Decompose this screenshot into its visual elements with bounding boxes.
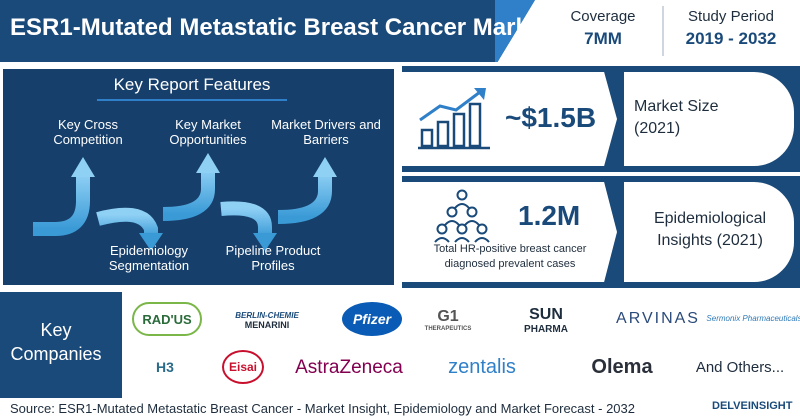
astrazeneca-logo: AstraZeneca	[295, 357, 403, 378]
feature-pipeline-product-profiles: Pipeline Product Profiles	[225, 243, 321, 273]
zentalis-logo: zentalis	[448, 355, 516, 378]
h3-biomedicine-logo: H3	[156, 359, 174, 375]
key-companies-section: Key Companies RAD'US BERLIN-CHEMIE MENAR…	[0, 292, 800, 398]
menarini-text: MENARINI	[244, 319, 290, 330]
g1-sub-text: THERAPEUTICS	[424, 326, 472, 332]
flow-arrowhead-1	[71, 157, 95, 177]
header: ESR1-Mutated Metastatic Breast Cancer Ma…	[0, 0, 800, 62]
berlin-chemie-text: BERLIN-CHEMIE	[235, 310, 299, 320]
flow-arrowhead-4	[253, 233, 277, 251]
growth-chart-icon	[418, 88, 490, 150]
coverage-label: Coverage	[570, 8, 636, 25]
g1-text: G1	[437, 308, 459, 325]
study-period-label: Study Period	[688, 8, 774, 25]
flow-path	[277, 173, 332, 224]
footer: Source: ESR1-Mutated Metastatic Breast C…	[0, 398, 800, 420]
flow-arrowhead-3	[196, 153, 220, 173]
flow-arrowhead-2	[139, 233, 163, 251]
features-title-underline	[97, 99, 287, 101]
sun-sub-text: PHARMA	[524, 323, 568, 335]
page-title: ESR1-Mutated Metastatic Breast Cancer Ma…	[10, 14, 551, 41]
epidemiology-note: Total HR-positive breast cancer diagnose…	[433, 243, 587, 270]
market-size-label: Market Size (2021)	[634, 98, 719, 137]
delveinsight-logo: DELVEINSIGHT	[712, 400, 793, 412]
sermonix-logo: Sermonix Pharmaceuticals	[706, 313, 800, 323]
feature-epidemiology-segmentation: Epidemiology Segmentation	[108, 243, 190, 273]
feature-key-cross-competition: Key Cross Competition	[53, 117, 123, 147]
flow-path	[162, 169, 215, 221]
key-report-features-panel: Key Report Features Key Cross Competitio…	[0, 66, 397, 288]
sun-text: SUN	[529, 305, 563, 323]
epidemiology-label: Epidemiological Insights (2021)	[653, 210, 767, 249]
sun-pharma-logo: SUN PHARMA	[506, 302, 586, 338]
feature-key-market-opportunities: Key Market Opportunities	[169, 117, 247, 147]
epidemiology-value-box: 1.2M Total HR-positive breast cancer dia…	[402, 182, 617, 282]
pfizer-logo: Pfizer	[342, 302, 402, 336]
flow-path	[220, 201, 272, 237]
company-logos: RAD'US BERLIN-CHEMIE MENARINI Pfizer G1 …	[122, 292, 800, 398]
market-size-label-box: Market Size (2021)	[624, 72, 794, 166]
berlin-chemie-menarini-logo: BERLIN-CHEMIE MENARINI	[202, 306, 332, 334]
features-title: Key Report Features	[113, 75, 271, 94]
market-size-value-box: ~$1.5B	[402, 72, 617, 166]
flow-arrowhead-5	[313, 157, 337, 177]
source-citation: Source: ESR1-Mutated Metastatic Breast C…	[10, 401, 635, 416]
and-others-text: And Others...	[695, 358, 785, 376]
olema-logo: Olema	[591, 355, 653, 378]
arvinas-logo: ARVINAS	[616, 310, 700, 327]
key-companies-label-box: Key Companies	[0, 292, 120, 398]
epidemiology-label-box: Epidemiological Insights (2021)	[624, 182, 794, 282]
epidemiology-value: 1.2M	[518, 200, 581, 231]
epidemiology-panel: 1.2M Total HR-positive breast cancer dia…	[402, 176, 800, 288]
coverage-box: Coverage 7MM	[548, 6, 658, 56]
flow-path	[96, 207, 158, 237]
eisai-logo: Eisai	[222, 350, 264, 384]
study-period-value: 2019 - 2032	[685, 29, 777, 48]
feature-market-drivers-barriers: Market Drivers and Barriers	[271, 117, 381, 147]
key-companies-label: Key Companies	[10, 320, 102, 364]
market-size-value: ~$1.5B	[505, 102, 597, 133]
study-period-box: Study Period 2019 - 2032	[662, 6, 798, 56]
flow-path	[33, 174, 90, 236]
people-pyramid-icon	[434, 189, 490, 243]
g1-therapeutics-logo: G1 THERAPEUTICS	[418, 302, 478, 338]
radius-logo: RAD'US	[132, 302, 202, 336]
market-size-panel: ~$1.5B Market Size (2021)	[402, 66, 800, 172]
coverage-value: 7MM	[584, 29, 622, 48]
flow-arrows	[33, 153, 337, 251]
